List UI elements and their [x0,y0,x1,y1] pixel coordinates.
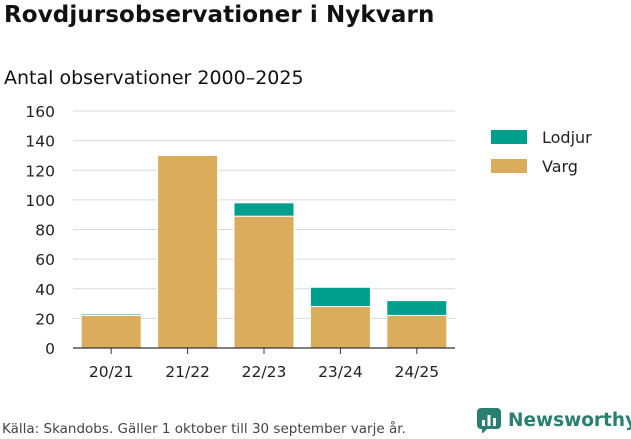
legend-swatch-varg [491,159,527,173]
legend-label-lodjur: Lodjur [542,128,592,147]
bar-varg [157,154,219,349]
y-tick-label: 40 [35,281,55,299]
y-tick-label: 160 [25,103,55,121]
brand-name: Newsworthy [508,409,631,431]
x-tick-label: 24/25 [394,363,439,381]
bar-varg [386,314,448,349]
y-tick-label: 0 [45,340,55,358]
y-tick-label: 140 [25,133,55,151]
y-tick-label: 80 [35,222,55,240]
x-tick-label: 21/22 [165,363,210,381]
bar-varg [309,306,371,349]
bar-varg [80,314,142,349]
y-tick-label: 120 [25,162,55,180]
x-tick-label: 20/21 [89,363,134,381]
chart-subtitle: Antal observationer 2000–2025 [4,67,304,89]
brand: Newsworthy [476,407,631,433]
newsworthy-logo-icon [477,408,501,433]
chart-title: Rovdjursobservationer i Nykvarn [4,2,435,28]
legend-swatch-lodjur [491,130,527,144]
bar-lodjur [233,202,295,217]
bar-lodjur [80,313,142,316]
y-tick-label: 100 [25,192,55,210]
legend-label-varg: Varg [542,157,578,176]
x-tick-label: 23/24 [318,363,363,381]
bar-lodjur [309,286,371,308]
y-tick-label: 20 [35,310,55,328]
source-note: Källa: Skandobs. Gäller 1 oktober till 3… [2,421,406,437]
y-tick-label: 60 [35,251,55,269]
bar-lodjur [386,300,448,316]
bar-varg [233,215,295,349]
x-tick-label: 22/23 [242,363,287,381]
